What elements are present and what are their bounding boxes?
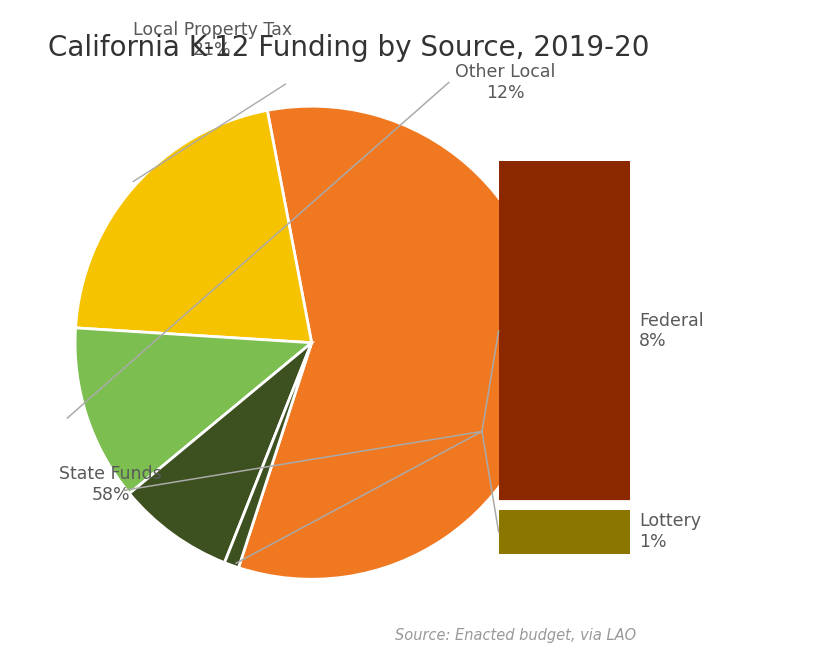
- Text: Lottery
1%: Lottery 1%: [639, 513, 701, 551]
- Wedge shape: [75, 328, 312, 493]
- Text: California K-12 Funding by Source, 2019-20: California K-12 Funding by Source, 2019-…: [48, 34, 650, 62]
- Text: Local Property Tax
21%: Local Property Tax 21%: [133, 21, 292, 59]
- Text: Federal
8%: Federal 8%: [639, 312, 704, 350]
- Wedge shape: [130, 343, 312, 562]
- Wedge shape: [76, 110, 312, 343]
- Wedge shape: [238, 106, 548, 579]
- Text: State Funds
58%: State Funds 58%: [59, 465, 162, 504]
- Bar: [499, 161, 630, 501]
- Wedge shape: [224, 343, 312, 568]
- Text: Other Local
12%: Other Local 12%: [455, 63, 556, 102]
- Text: Source: Enacted budget, via LAO: Source: Enacted budget, via LAO: [395, 628, 636, 642]
- Bar: [499, 510, 630, 554]
